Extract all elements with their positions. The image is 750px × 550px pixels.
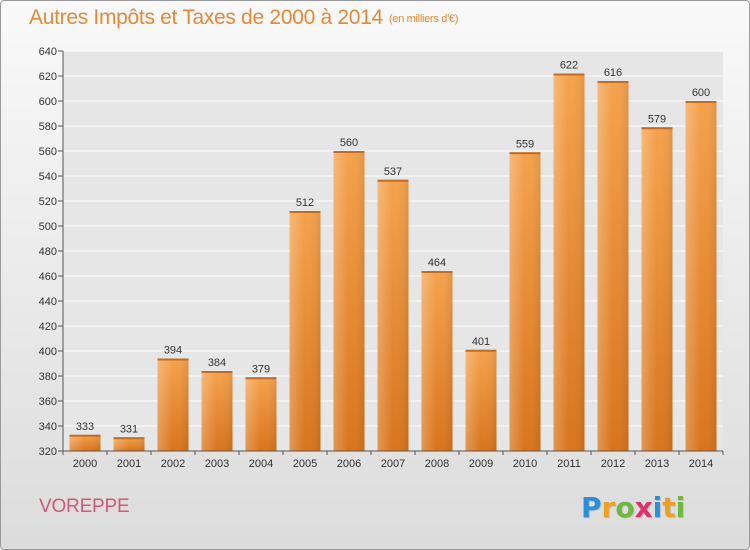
- bar-shading: [289, 211, 321, 451]
- bar-top-edge: [421, 271, 453, 273]
- bar-shading: [597, 81, 629, 451]
- x-tick-label: 2007: [381, 458, 405, 470]
- y-tick-label: 480: [39, 246, 57, 258]
- chart-title-text: Autres Impôts et Taxes de 2000 à 2014: [29, 6, 383, 29]
- bar-top-edge: [465, 349, 497, 352]
- x-tick-label: 2009: [469, 458, 493, 470]
- bar-shading: [377, 179, 409, 451]
- x-tick-label: 2014: [689, 458, 713, 470]
- bar-top-edge: [377, 179, 409, 182]
- x-tick-label: 2001: [117, 458, 141, 470]
- bar-top-edge: [333, 151, 365, 153]
- y-tick-label: 460: [39, 271, 57, 283]
- data-label: 537: [384, 166, 402, 178]
- data-label: 559: [516, 138, 534, 150]
- y-tick-label: 620: [39, 71, 57, 83]
- y-tick-label: 400: [39, 346, 57, 358]
- data-label: 401: [472, 336, 490, 348]
- data-label: 384: [208, 357, 226, 369]
- x-tick-label: 2003: [205, 458, 229, 470]
- x-tick-label: 2002: [161, 458, 185, 470]
- x-tick-label: 2006: [337, 458, 361, 470]
- bar-shading: [157, 358, 189, 451]
- bar-shading: [421, 271, 453, 451]
- data-label: 379: [252, 363, 270, 375]
- bar-top-edge: [113, 437, 145, 440]
- data-label: 616: [604, 67, 622, 79]
- logo-letter: i: [652, 491, 663, 524]
- data-label: 560: [340, 137, 358, 149]
- bar-shading: [641, 127, 673, 451]
- x-tick-label: 2013: [645, 458, 669, 470]
- bar-shading: [201, 371, 233, 451]
- x-tick-label: 2000: [73, 458, 97, 470]
- data-label: 622: [560, 60, 578, 72]
- bar-shading: [69, 434, 101, 451]
- bar-top-edge: [553, 73, 585, 76]
- bar-shading: [333, 151, 365, 451]
- y-tick-label: 560: [39, 146, 57, 158]
- y-tick-label: 540: [39, 171, 57, 183]
- x-tick-label: 2004: [249, 458, 273, 470]
- data-label: 333: [76, 421, 94, 433]
- x-tick-label: 2008: [425, 458, 449, 470]
- x-tick-label: 2005: [293, 458, 317, 470]
- bar-top-edge: [245, 377, 277, 380]
- x-tick-label: 2012: [601, 458, 625, 470]
- bar-top-edge: [641, 127, 673, 130]
- data-label: 512: [296, 197, 314, 209]
- data-label: 579: [648, 113, 666, 125]
- x-tick-label: 2011: [557, 458, 581, 470]
- logo-letter: o: [615, 491, 635, 524]
- chart-unit: (en milliers d'€): [388, 13, 459, 25]
- bar-top-edge: [201, 371, 233, 373]
- y-tick-label: 520: [39, 196, 57, 208]
- chart-title: Autres Impôts et Taxes de 2000 à 2014 (en…: [29, 6, 458, 30]
- commune-name: VOREPPE: [39, 496, 130, 517]
- bar-top-edge: [289, 211, 321, 213]
- y-tick-label: 420: [39, 321, 57, 333]
- y-tick-label: 500: [39, 221, 57, 233]
- logo-letter: P: [581, 491, 602, 524]
- proxiti-logo: Proxiti: [581, 491, 685, 524]
- data-label: 600: [692, 87, 710, 99]
- bar-shading: [509, 152, 541, 451]
- bar-top-edge: [69, 434, 101, 437]
- y-tick-label: 320: [39, 446, 57, 458]
- bar-shading: [685, 101, 717, 451]
- bar-top-edge: [509, 152, 541, 155]
- y-tick-label: 600: [39, 96, 57, 108]
- bar-top-edge: [685, 101, 717, 103]
- logo-letter: x: [634, 491, 653, 524]
- bar-shading: [113, 437, 145, 451]
- logo-letter: r: [601, 491, 616, 524]
- y-tick-label: 640: [39, 46, 57, 58]
- bar-top-edge: [157, 358, 189, 361]
- data-label: 464: [428, 257, 446, 269]
- data-label: 394: [164, 345, 182, 357]
- y-tick-label: 380: [39, 371, 57, 383]
- y-tick-label: 340: [39, 421, 57, 433]
- x-tick-label: 2010: [513, 458, 537, 470]
- bar-shading: [553, 73, 585, 451]
- logo-letter: t: [662, 491, 676, 524]
- logo-letter: i: [675, 491, 686, 524]
- bar-shading: [245, 377, 277, 451]
- bar-shading: [465, 349, 497, 451]
- y-tick-label: 440: [39, 296, 57, 308]
- y-tick-label: 360: [39, 396, 57, 408]
- y-tick-label: 580: [39, 121, 57, 133]
- data-label: 331: [120, 423, 138, 435]
- bar-top-edge: [597, 81, 629, 83]
